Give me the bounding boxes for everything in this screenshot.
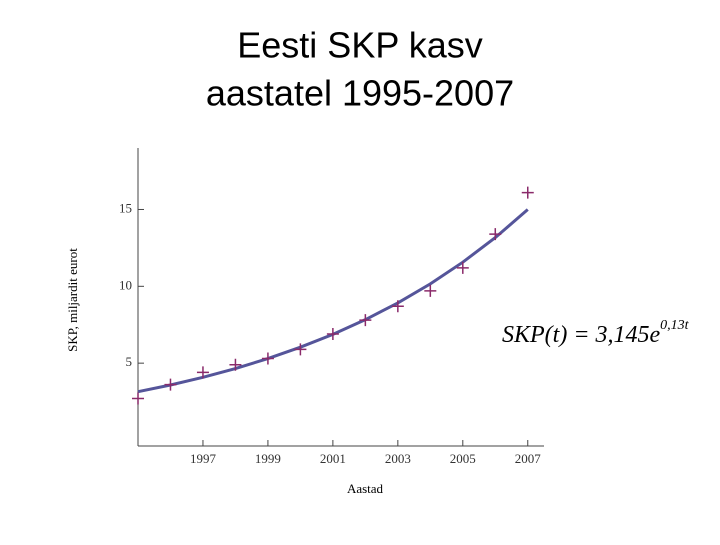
fit-curve [137,208,529,394]
data-point [294,343,307,356]
title-line: aastatel 1995-2007 [206,73,514,114]
data-point [261,352,274,365]
equation-exponent: 0,13t [660,318,690,333]
equation-base: SKP(t) = 3,145e [502,322,661,348]
data-point [229,358,242,371]
data-point [359,314,372,327]
y-axis-label: SKP, miljardit eurot [65,248,80,352]
data-point [164,378,177,391]
title-line: Eesti SKP kasv [237,25,482,66]
x-tick-label: 1999 [255,451,281,466]
data-point [456,261,469,274]
x-tick-label: 2007 [515,451,542,466]
equation: SKP(t) = 3,145e0,13t [502,318,690,347]
data-point [521,186,534,199]
x-tick-label: 2005 [450,451,476,466]
x-axis-label: Aastad [347,481,384,496]
y-tick-label: 10 [119,277,132,292]
data-point [132,392,144,405]
y-tick-label: 5 [126,354,133,369]
data-point [391,300,404,313]
data-point [424,284,437,297]
x-tick-label: 2003 [385,451,411,466]
y-tick-label: 15 [119,200,132,215]
data-point [489,228,502,241]
x-tick-label: 1997 [190,451,217,466]
x-tick-label: 2001 [320,451,346,466]
data-point [326,327,339,340]
data-point [196,366,209,379]
